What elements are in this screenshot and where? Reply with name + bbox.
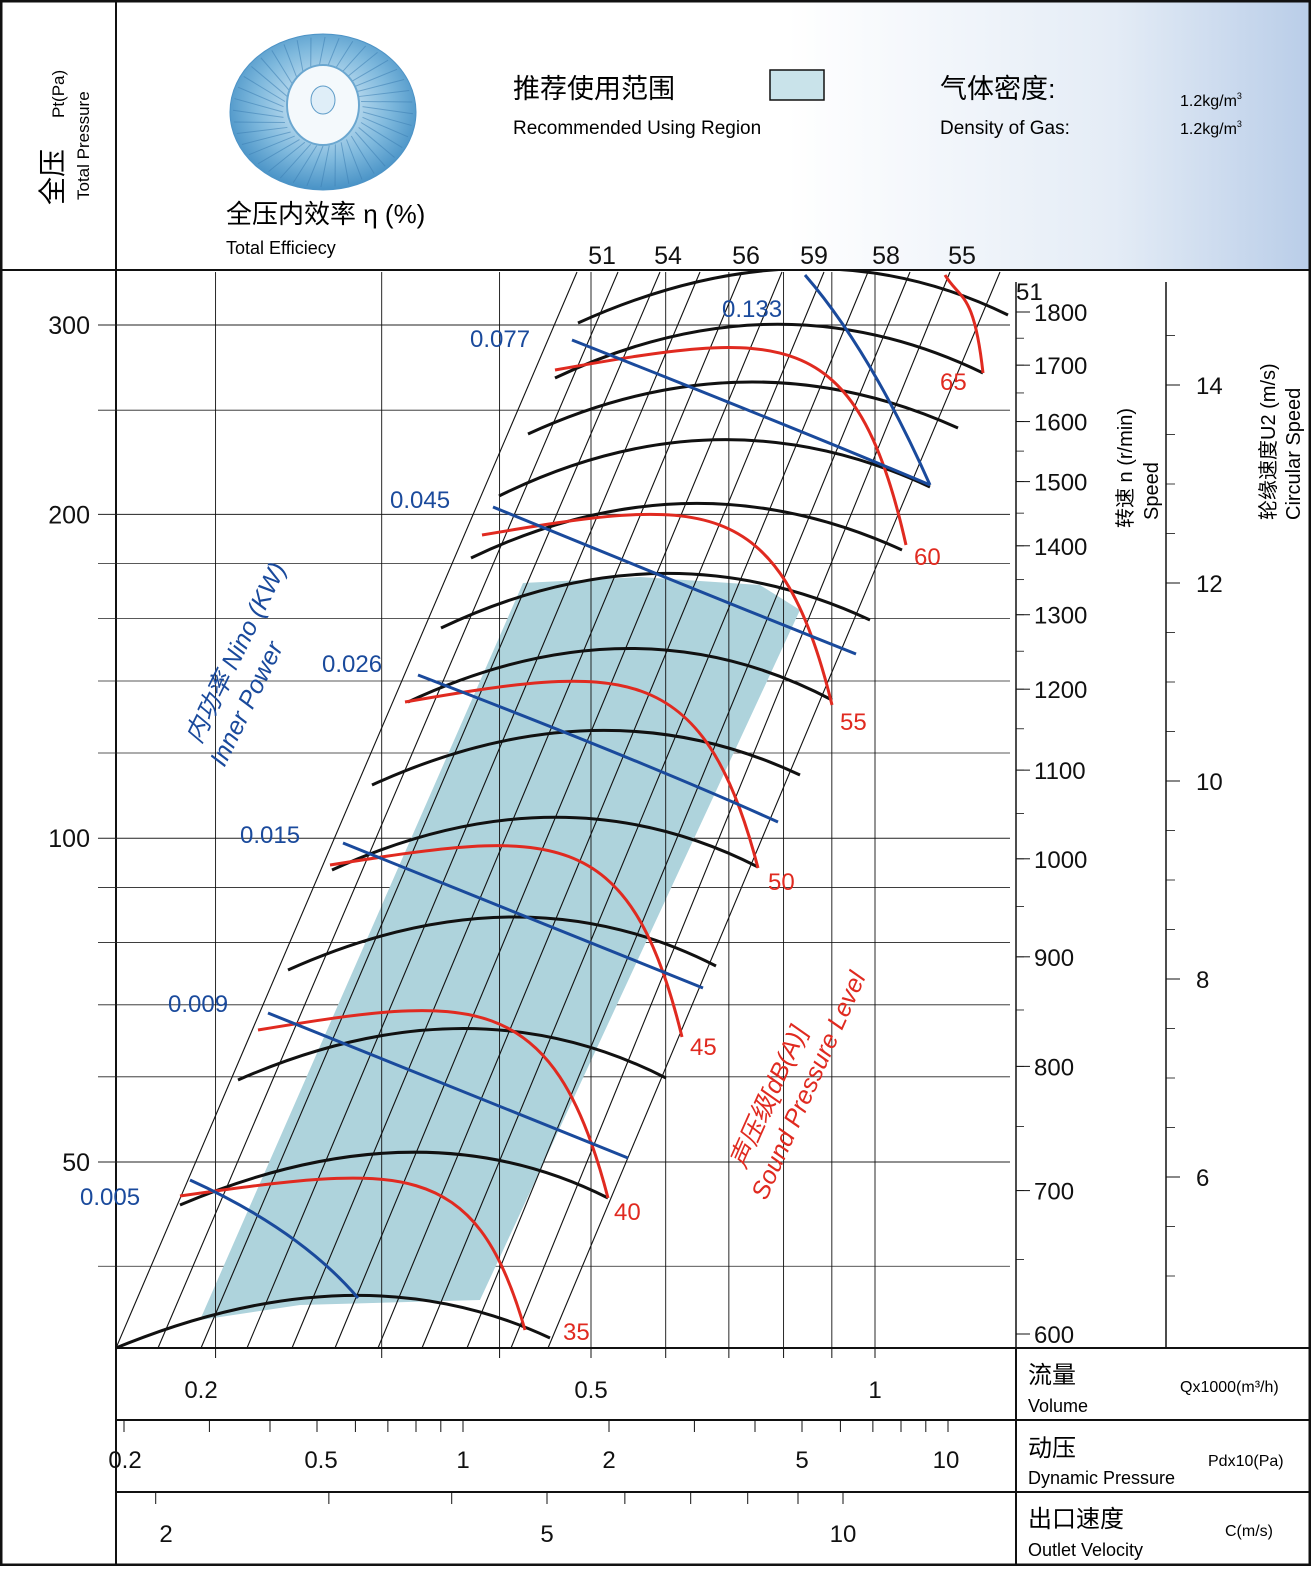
power-curve-label: 0.005 [80,1184,140,1211]
power-curve-label: 0.045 [390,487,450,514]
volume-en-label: Volume [1028,1396,1088,1416]
circular-cn-label: 轮缘速度U2 (m/s) [1257,363,1280,520]
pressure-en-label: Total Pressure [74,91,93,200]
vel-unit-label: C(m/s) [1225,1523,1273,1540]
dyn-unit-label: Pdx10(Pa) [1208,1453,1284,1470]
vel-tick-label: 10 [830,1521,857,1548]
dyn-tick-label: 10 [933,1447,960,1474]
circular-tick-label: 10 [1196,769,1223,796]
recommended-en-label: Recommended Using Region [513,118,761,139]
speed-en-label: Speed [1141,462,1163,520]
speed-tick-label: 1200 [1034,677,1087,704]
density-value-2: 1.2kg/m3 [1180,119,1242,138]
sound-curve-label: 35 [563,1319,590,1346]
speed-tick-label: 1000 [1034,847,1087,874]
pressure-tick-label: 50 [62,1149,90,1177]
recommended-legend-swatch [770,70,824,100]
pressure-cn-label: 全压 [37,149,68,205]
efficiency-cn-label: 全压内效率 η (%) [226,199,425,229]
vel-cn-label: 出口速度 [1028,1506,1124,1533]
efficiency-en-label: Total Efficiecy [226,238,336,258]
pressure-tick-label: 100 [48,825,90,853]
speed-tick-label: 1300 [1034,603,1087,630]
efficiency-ray [335,272,782,1348]
density-cn-label: 气体密度: [940,74,1056,104]
density-value-1: 1.2kg/m3 [1180,91,1242,110]
dyn-cn-label: 动压 [1028,1435,1076,1462]
power-curve-label: 0.026 [322,651,382,678]
sound-curve-label: 45 [690,1034,717,1061]
speed-cn-label: 转速 n (r/min) [1114,408,1137,528]
speed-tick-label: 700 [1034,1179,1074,1206]
dyn-tick-label: 0.2 [108,1447,141,1474]
circular-tick-label: 6 [1196,1165,1209,1192]
power-curve [572,340,930,485]
recommended-cn-label: 推荐使用范围 [513,74,675,104]
dyn-en-label: Dynamic Pressure [1028,1468,1175,1488]
circular-en-label: Circular Speed [1283,388,1305,520]
speed-tick-label: 900 [1034,945,1074,972]
efficiency-tick-label: 59 [800,242,828,270]
speed-tick-label: 800 [1034,1054,1074,1081]
power-curve-label: 0.133 [722,296,782,323]
volume-tick-label: 0.2 [184,1377,217,1404]
volume-tick-label: 0.5 [574,1377,607,1404]
speed-curve [499,440,930,496]
fan-impeller-icon [230,34,416,190]
dyn-tick-label: 5 [795,1447,808,1474]
pressure-unit-label: Pt(Pa) [49,70,68,118]
sound-curve-label: 40 [614,1199,641,1226]
power-curve-label: 0.015 [240,822,300,849]
dyn-tick-label: 0.5 [304,1447,337,1474]
power-curve-label: 0.077 [470,326,530,353]
circular-tick-label: 8 [1196,967,1209,994]
sound-curve-label: 50 [768,869,795,896]
vel-en-label: Outlet Velocity [1028,1540,1143,1560]
pressure-tick-label: 300 [48,312,90,340]
dyn-tick-label: 1 [456,1447,469,1474]
speed-tick-label: 1700 [1034,353,1087,380]
sound-curve-label: 55 [840,709,867,736]
vel-tick-label: 5 [540,1521,553,1548]
speed-tick-label: 1500 [1034,470,1087,497]
sound-curve-label: 60 [914,544,941,571]
density-en-label: Density of Gas: [940,118,1070,139]
efficiency-tick-label: 58 [872,242,900,270]
volume-tick-label: 1 [868,1377,881,1404]
vel-tick-label: 2 [159,1521,172,1548]
speed-tick-label: 600 [1034,1322,1074,1349]
efficiency-tick-label: 54 [654,242,682,270]
speed-tick-label: 1600 [1034,410,1087,437]
volume-cn-label: 流量 [1028,1362,1076,1389]
speed-top-label: 51 [1016,279,1043,306]
pressure-tick-label: 200 [48,501,90,529]
speed-tick-label: 1400 [1034,534,1087,561]
speed-curve [471,503,902,558]
volume-unit-label: Qx1000(m³/h) [1180,1379,1279,1396]
efficiency-tick-label: 56 [732,242,760,270]
dyn-tick-label: 2 [602,1447,615,1474]
sound-curve-label: 65 [940,369,967,396]
power-curve-label: 0.009 [168,991,228,1018]
efficiency-tick-label: 51 [588,242,616,270]
speed-tick-label: 1100 [1034,758,1086,785]
circular-tick-label: 12 [1196,571,1223,598]
speed-curve [578,268,1008,323]
efficiency-tick-label: 55 [948,242,976,270]
circular-tick-label: 14 [1196,373,1223,400]
